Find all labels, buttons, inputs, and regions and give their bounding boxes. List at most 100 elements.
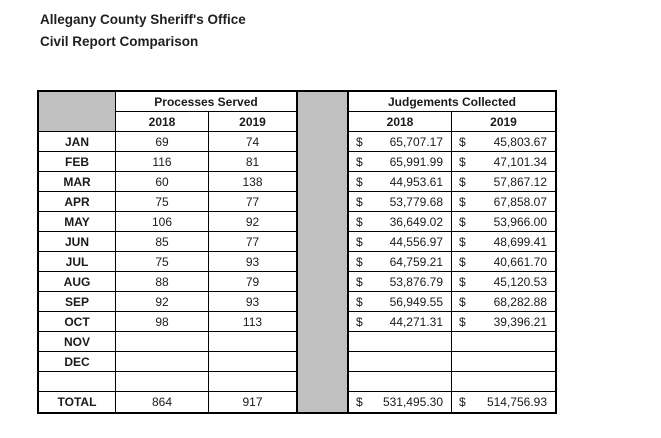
report-title-block: Allegany County Sheriff's Office Civil R… (40, 9, 246, 53)
judgements-2019-value: $57,867.12 (452, 172, 555, 192)
judgements-2019-header: 2019 (452, 112, 555, 132)
report-title-line2: Civil Report Comparison (40, 34, 199, 49)
processes-2019-value (209, 332, 296, 352)
processes-2019-value: 81 (209, 152, 296, 172)
gray-spacer-column (296, 92, 349, 412)
processes-2018-value: 116 (116, 152, 209, 172)
total-judgements-2018: $531,495.30 (349, 392, 452, 412)
amount: 44,556.97 (389, 234, 443, 249)
processes-2019-value: 93 (209, 292, 296, 312)
month-label: JAN (39, 132, 116, 152)
processes-served-header: Processes Served (116, 92, 296, 112)
judgements-2018-value: $44,271.31 (349, 312, 452, 332)
amount: 53,876.79 (389, 274, 443, 289)
amount: 44,271.31 (389, 314, 443, 329)
amount: 48,699.41 (493, 234, 547, 249)
processes-2018-value: 69 (116, 132, 209, 152)
processes-2019-value: 79 (209, 272, 296, 292)
processes-2018-header: 2018 (116, 112, 209, 132)
currency-symbol: $ (356, 174, 363, 189)
processes-2018-value: 60 (116, 172, 209, 192)
judgements-2019-value: $47,101.34 (452, 152, 555, 172)
month-label: MAR (39, 172, 116, 192)
month-label: JUN (39, 232, 116, 252)
judgements-2018-value: $53,876.79 (349, 272, 452, 292)
currency-symbol: $ (459, 274, 466, 289)
processes-2019-value: 92 (209, 212, 296, 232)
processes-2018-value (116, 332, 209, 352)
amount: 40,661.70 (493, 254, 547, 269)
judgements-collected-header: Judgements Collected (349, 92, 555, 112)
currency-symbol: $ (356, 274, 363, 289)
judgements-2018-value: $53,779.68 (349, 192, 452, 212)
currency-symbol: $ (459, 174, 466, 189)
currency-symbol: $ (459, 134, 466, 149)
judgements-2018-value: $44,953.61 (349, 172, 452, 192)
total-label: TOTAL (39, 392, 116, 412)
processes-2018-value (116, 372, 209, 392)
amount: 514,756.93 (486, 395, 547, 409)
currency-symbol: $ (459, 194, 466, 209)
processes-2019-value: 77 (209, 232, 296, 252)
month-label: AUG (39, 272, 116, 292)
processes-2018-value: 106 (116, 212, 209, 232)
currency-symbol: $ (356, 134, 363, 149)
judgements-2018-value: $56,949.55 (349, 292, 452, 312)
currency-symbol: $ (459, 395, 466, 409)
month-label: SEP (39, 292, 116, 312)
month-label: FEB (39, 152, 116, 172)
amount: 47,101.34 (493, 154, 547, 169)
amount: 36,649.02 (389, 214, 443, 229)
amount: 45,120.53 (493, 274, 547, 289)
judgements-2018-value: $65,991.99 (349, 152, 452, 172)
judgements-2019-value: $45,803.67 (452, 132, 555, 152)
currency-symbol: $ (459, 254, 466, 269)
amount: 57,867.12 (493, 174, 547, 189)
judgements-2018-value: $36,649.02 (349, 212, 452, 232)
amount: 39,396.21 (493, 314, 547, 329)
month-label: NOV (39, 332, 116, 352)
currency-symbol: $ (356, 214, 363, 229)
amount: 56,949.55 (389, 294, 443, 309)
currency-symbol: $ (356, 395, 363, 409)
processes-2019-value (209, 372, 296, 392)
month-label (39, 372, 116, 392)
processes-2019-value: 77 (209, 192, 296, 212)
civil-report-table: Processes Served Judgements Collected 20… (37, 90, 557, 414)
judgements-2018-value (349, 332, 452, 352)
total-processes-2018: 864 (116, 392, 209, 412)
processes-2019-value (209, 352, 296, 372)
amount: 65,707.17 (389, 134, 443, 149)
month-label: DEC (39, 352, 116, 372)
currency-symbol: $ (356, 314, 363, 329)
judgements-2019-value (452, 372, 555, 392)
amount: 67,858.07 (493, 194, 547, 209)
currency-symbol: $ (459, 294, 466, 309)
amount: 45,803.67 (493, 134, 547, 149)
processes-2019-value: 93 (209, 252, 296, 272)
processes-2018-value: 92 (116, 292, 209, 312)
corner-spacer-cell (39, 92, 116, 132)
processes-2018-value: 98 (116, 312, 209, 332)
month-label: APR (39, 192, 116, 212)
judgements-2019-value (452, 332, 555, 352)
processes-2019-header: 2019 (209, 112, 296, 132)
processes-2019-value: 74 (209, 132, 296, 152)
processes-2018-value (116, 352, 209, 372)
currency-symbol: $ (459, 234, 466, 249)
total-judgements-2019: $514,756.93 (452, 392, 555, 412)
judgements-2018-value: $65,707.17 (349, 132, 452, 152)
processes-2018-value: 75 (116, 192, 209, 212)
currency-symbol: $ (459, 314, 466, 329)
processes-2019-value: 138 (209, 172, 296, 192)
processes-2019-value: 113 (209, 312, 296, 332)
currency-symbol: $ (356, 294, 363, 309)
currency-symbol: $ (356, 154, 363, 169)
currency-symbol: $ (356, 194, 363, 209)
judgements-2019-value: $45,120.53 (452, 272, 555, 292)
judgements-2018-value (349, 372, 452, 392)
processes-2018-value: 85 (116, 232, 209, 252)
judgements-2019-value: $67,858.07 (452, 192, 555, 212)
judgements-2019-value: $40,661.70 (452, 252, 555, 272)
